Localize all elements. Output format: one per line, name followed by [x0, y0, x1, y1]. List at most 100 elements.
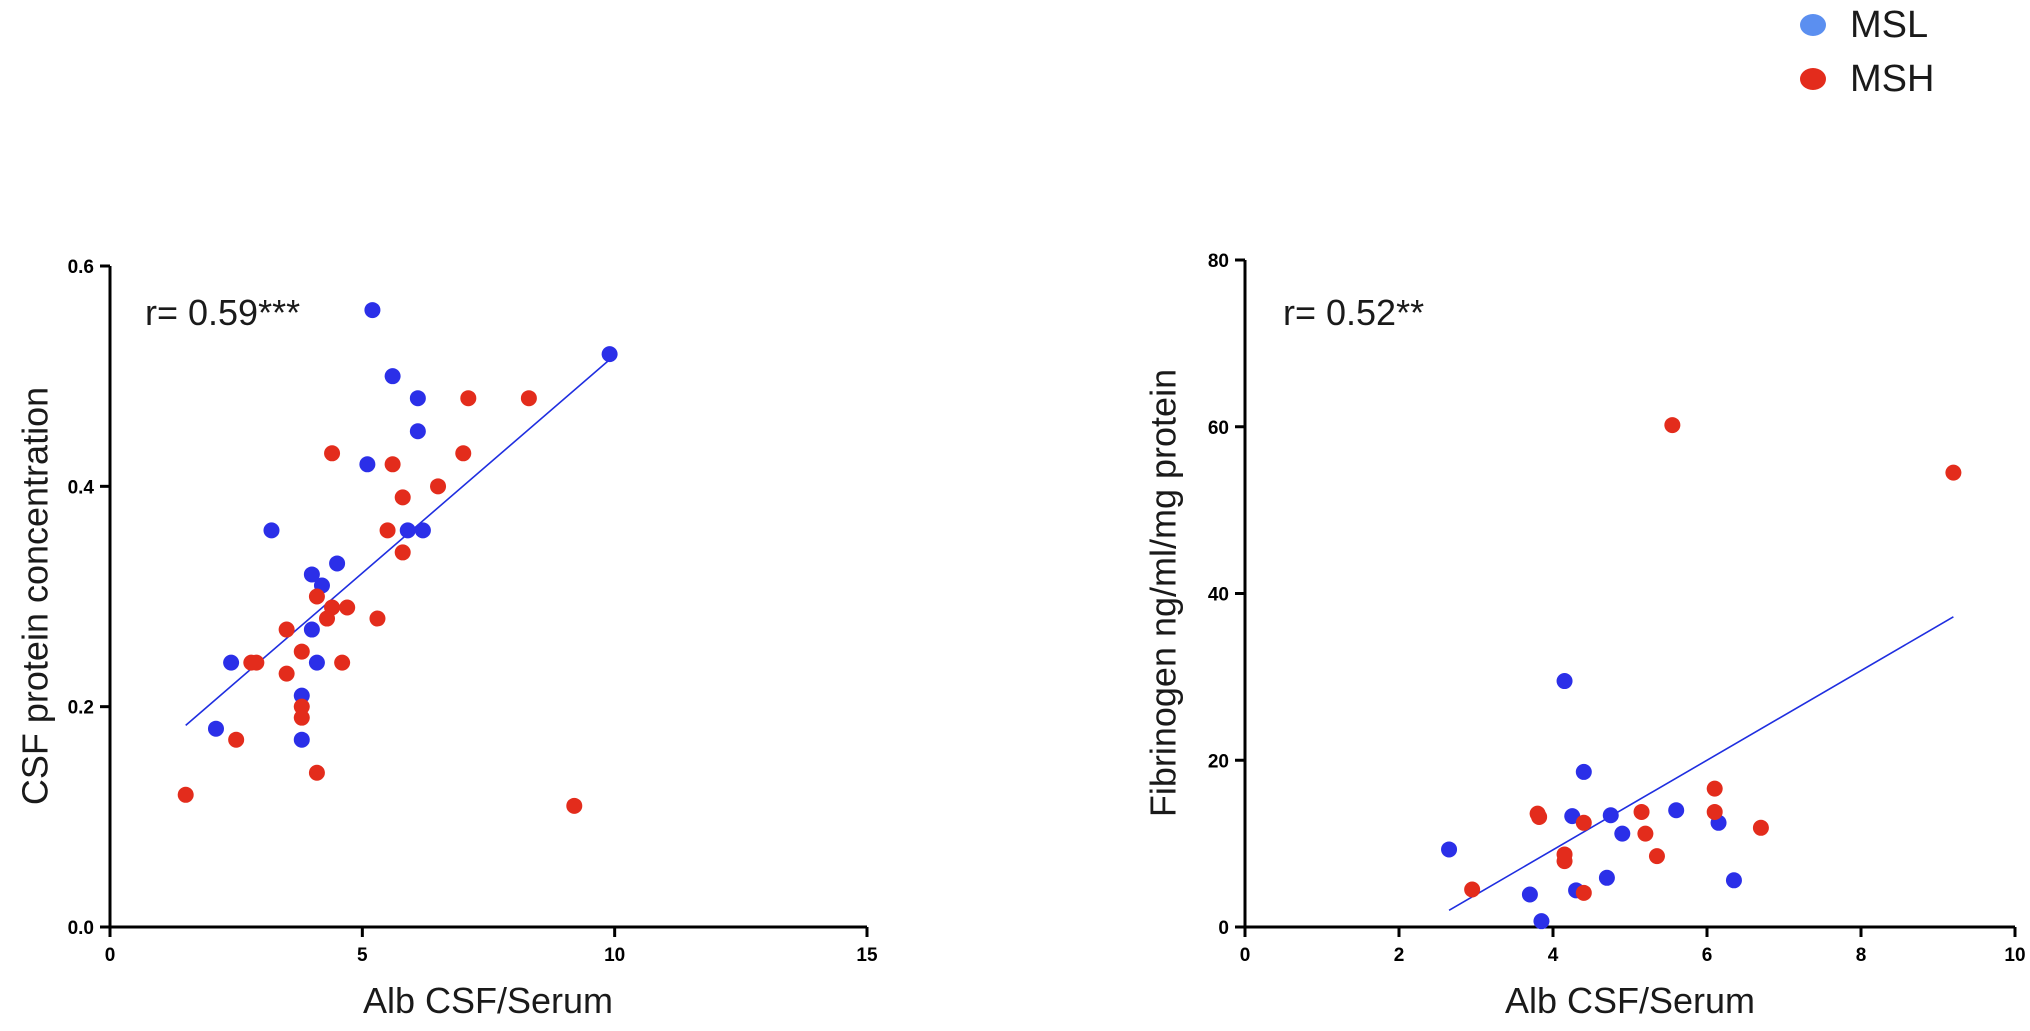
point-msl: [263, 522, 280, 539]
point-msl: [1441, 841, 1458, 858]
point-msh: [278, 621, 295, 638]
point-msh: [1752, 819, 1769, 836]
point-msh: [1575, 814, 1592, 831]
regression-line: [185, 359, 611, 727]
point-msh: [177, 786, 194, 803]
point-msl: [207, 720, 224, 737]
point-msh: [339, 599, 356, 616]
y-axis-label: CSF protein concentration: [15, 387, 56, 805]
x-tick-label: 10: [604, 945, 625, 966]
x-tick-label: 0: [105, 945, 116, 966]
x-tick-label: 6: [1702, 945, 1713, 966]
point-msh: [293, 643, 310, 660]
x-tick-label: 15: [856, 945, 878, 966]
point-msl: [399, 522, 416, 539]
legend-marker-msh: [1800, 68, 1826, 90]
point-msh: [334, 654, 351, 671]
point-msl: [364, 302, 381, 319]
y-tick-label: 0: [1218, 918, 1229, 939]
point-msh: [379, 522, 396, 539]
point-msh: [566, 797, 583, 814]
point-msh: [228, 731, 245, 748]
point-msl: [308, 654, 325, 671]
point-msl: [1521, 886, 1538, 903]
point-msh: [1464, 881, 1481, 898]
point-msh: [384, 456, 401, 473]
correlation-annotation: r= 0.52**: [1283, 292, 1424, 333]
point-msl: [329, 555, 346, 572]
y-tick-label: 40: [1208, 585, 1229, 606]
point-msl: [293, 731, 310, 748]
point-msl: [1598, 869, 1615, 886]
point-msh: [1648, 848, 1665, 865]
point-msh: [293, 709, 310, 726]
point-msh: [1575, 884, 1592, 901]
point-msh: [1531, 808, 1548, 825]
y-tick-label: 0.2: [68, 698, 94, 719]
point-msh: [248, 654, 265, 671]
point-msh: [324, 445, 341, 462]
chart-right: 0 20 40 60 80 0 2 4 6 8 10 Alb CSF/Serum Fibrinogen …: [1143, 251, 2026, 1021]
point-msh: [1706, 780, 1723, 797]
point-msl: [409, 390, 426, 407]
point-msl: [409, 423, 426, 440]
point-msl: [303, 566, 320, 583]
point-msl: [1575, 763, 1592, 780]
legend-item-msl: MSL: [1800, 0, 1928, 50]
point-msl: [303, 621, 320, 638]
point-msl: [293, 687, 310, 704]
point-msh: [430, 478, 447, 495]
point-msh: [394, 544, 411, 561]
point-msh: [1556, 853, 1573, 870]
point-msh: [369, 610, 386, 627]
point-msh: [455, 445, 472, 462]
x-axis-label: Alb CSF/Serum: [363, 980, 613, 1021]
legend: MSL MSH: [1800, 0, 2020, 100]
x-axis-label: Alb CSF/Serum: [1505, 980, 1755, 1021]
point-msl: [414, 522, 431, 539]
point-msl: [1725, 872, 1742, 889]
point-msl: [601, 346, 618, 363]
point-msh: [308, 764, 325, 781]
point-msh: [319, 610, 336, 627]
point-msl: [384, 368, 401, 385]
point-msl: [359, 456, 376, 473]
regression-line: [1448, 616, 1954, 912]
x-tick-label: 4: [1548, 945, 1559, 966]
y-tick-label: 0.4: [68, 477, 95, 498]
point-msl: [1556, 673, 1573, 690]
y-tick-label: 80: [1208, 251, 1229, 272]
point-msh: [520, 390, 537, 407]
point-msh: [308, 588, 325, 605]
chart-left: 0.0 0.2 0.4 0.6 0 5 10 15 Alb CSF/Serum CSF prote…: [15, 257, 878, 1021]
legend-label-msh: MSH: [1850, 57, 1935, 100]
correlation-annotation: r= 0.59***: [145, 292, 300, 333]
y-tick-label: 20: [1208, 751, 1229, 772]
point-msh: [1945, 464, 1962, 481]
point-msh: [1637, 825, 1654, 842]
point-msh: [1706, 803, 1723, 820]
y-tick-label: 0.6: [68, 257, 94, 278]
y-axis-label: Fibrinogen ng/ml/mg protein: [1143, 369, 1184, 817]
point-msl: [223, 654, 240, 671]
legend-label-msl: MSL: [1850, 3, 1929, 46]
x-tick-label: 5: [357, 945, 368, 966]
point-msh: [460, 390, 477, 407]
point-msh: [1664, 417, 1681, 434]
x-tick-label: 0: [1240, 945, 1251, 966]
y-tick-label: 0.0: [68, 918, 94, 939]
x-tick-label: 10: [2004, 945, 2025, 966]
point-msl: [1602, 807, 1619, 824]
point-msl: [1564, 808, 1581, 825]
y-tick-label: 60: [1208, 418, 1229, 439]
point-msh: [1633, 803, 1650, 820]
point-msl: [1668, 802, 1685, 819]
point-msh: [293, 698, 310, 715]
legend-marker-msl: [1800, 14, 1826, 36]
point-msl: [1533, 913, 1550, 930]
point-msh: [278, 665, 295, 682]
point-msh: [394, 489, 411, 506]
legend-item-msh: MSH: [1800, 54, 1934, 104]
x-tick-label: 2: [1394, 945, 1405, 966]
